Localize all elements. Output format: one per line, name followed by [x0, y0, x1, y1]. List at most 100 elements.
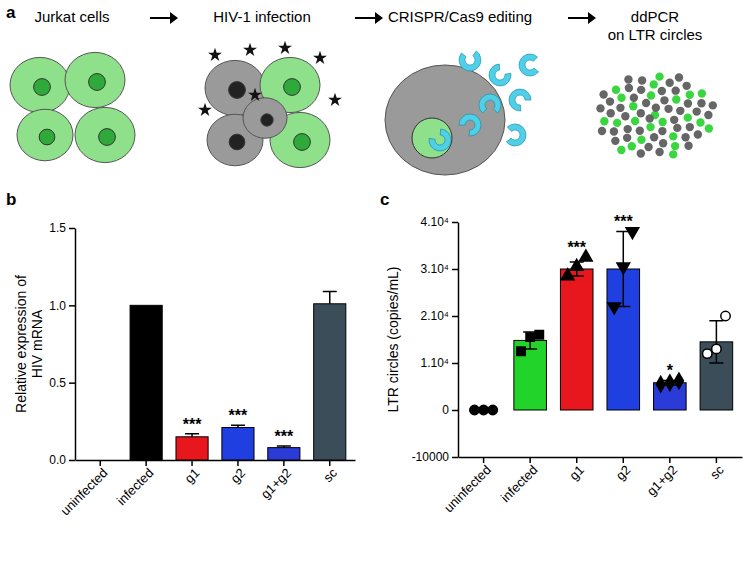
nucleus	[89, 74, 106, 91]
y-tick: 1.10⁴	[420, 356, 458, 370]
droplet	[625, 84, 633, 92]
x-tick-label: g1	[566, 462, 587, 483]
y-axis-title: LTR circles (copies/mL)	[385, 267, 401, 413]
cell	[75, 107, 135, 162]
droplet	[686, 123, 694, 131]
droplet	[621, 112, 629, 120]
virus	[243, 43, 257, 56]
droplet	[652, 104, 660, 112]
droplet	[704, 111, 712, 119]
x-tick-label: g2	[613, 462, 634, 483]
y-tick-mark	[69, 228, 75, 230]
y-tick: 0.0	[49, 453, 75, 467]
chart: bRelative expression ofHIV mRNA0.00.51.0…	[6, 190, 356, 518]
droplet	[630, 94, 638, 102]
y-tick: 1.5	[49, 221, 75, 235]
virus	[248, 88, 262, 101]
error-bar	[185, 434, 199, 437]
data-point	[674, 373, 683, 389]
x-tick-label: g1+g2	[644, 462, 680, 498]
virus	[278, 41, 292, 54]
step-label: HIV-1 infection	[213, 8, 311, 25]
y-axis: 0.00.51.01.5	[49, 221, 75, 467]
arrow	[355, 12, 383, 24]
data-point	[712, 344, 721, 353]
droplet	[684, 142, 692, 150]
y-tick: 1.0	[49, 299, 75, 313]
droplet	[655, 72, 663, 80]
y-tick: 0	[442, 403, 458, 417]
figure: aJurkat cellsHIV-1 infectionCRISPR/Cas9 …	[0, 0, 750, 568]
nucleus	[229, 82, 246, 99]
arrow	[150, 12, 178, 24]
bar	[130, 305, 162, 460]
bar	[268, 448, 300, 460]
x-tick: infected	[498, 457, 541, 505]
droplet	[682, 82, 690, 90]
data-point	[479, 405, 488, 414]
droplet	[675, 73, 683, 81]
droplet	[596, 104, 604, 112]
y-tick-mark	[452, 316, 458, 318]
x-tick: g1	[566, 457, 587, 483]
bar	[176, 437, 208, 460]
x-tick-label: g1+g2	[258, 465, 294, 501]
droplet	[637, 86, 645, 94]
droplet	[676, 107, 684, 115]
droplet	[660, 96, 668, 104]
droplet	[637, 149, 645, 157]
y-tick-mark	[452, 269, 458, 271]
panel-label: b	[6, 190, 16, 209]
data-point	[721, 311, 730, 320]
droplet	[600, 117, 608, 125]
droplet	[670, 116, 678, 124]
droplet	[659, 139, 667, 147]
droplet	[623, 125, 631, 133]
droplet	[638, 76, 646, 84]
x-axis: uninfectedinfectedg1g2g1+g2sc	[58, 460, 356, 518]
droplet	[693, 107, 701, 115]
droplet	[629, 102, 637, 110]
y-tick-label: 0	[442, 403, 449, 417]
droplet	[669, 132, 677, 140]
nucleus	[261, 114, 273, 126]
droplet	[624, 75, 632, 83]
droplet	[681, 133, 689, 141]
droplet	[606, 97, 614, 105]
cas9	[426, 127, 455, 156]
data-point	[535, 331, 543, 339]
droplet	[705, 124, 713, 132]
x-tick: infected	[114, 460, 157, 508]
data-point	[608, 303, 621, 314]
cas9	[505, 85, 535, 114]
droplet	[617, 146, 625, 154]
significance: ***	[183, 416, 202, 433]
y-axis-title: Relative expression of	[13, 275, 29, 413]
bar	[84, 460, 116, 461]
droplet	[698, 89, 706, 97]
y-tick-mark	[69, 305, 75, 307]
data-point	[526, 333, 534, 341]
nucleus	[294, 134, 311, 151]
data-point	[488, 405, 497, 414]
virus	[208, 48, 222, 61]
plot-area	[470, 228, 733, 415]
diagram: aJurkat cellsHIV-1 infectionCRISPR/Cas9 …	[6, 3, 717, 175]
droplet	[617, 94, 625, 102]
cell	[385, 65, 505, 175]
droplet	[709, 101, 717, 109]
droplet	[650, 80, 658, 88]
droplet	[628, 142, 636, 150]
droplet	[644, 143, 652, 151]
x-tick: sc	[320, 460, 340, 485]
panel-label: a	[6, 3, 16, 22]
error-bar	[231, 425, 245, 427]
droplet	[697, 99, 705, 107]
y-axis: -1000001.10⁴2.10⁴3.10⁴4.10⁴	[412, 215, 459, 464]
bar	[700, 342, 733, 410]
nucleus	[284, 79, 301, 96]
significance: ***	[275, 428, 294, 445]
droplet	[647, 91, 655, 99]
y-tick-mark	[69, 460, 75, 462]
droplet	[664, 105, 672, 113]
